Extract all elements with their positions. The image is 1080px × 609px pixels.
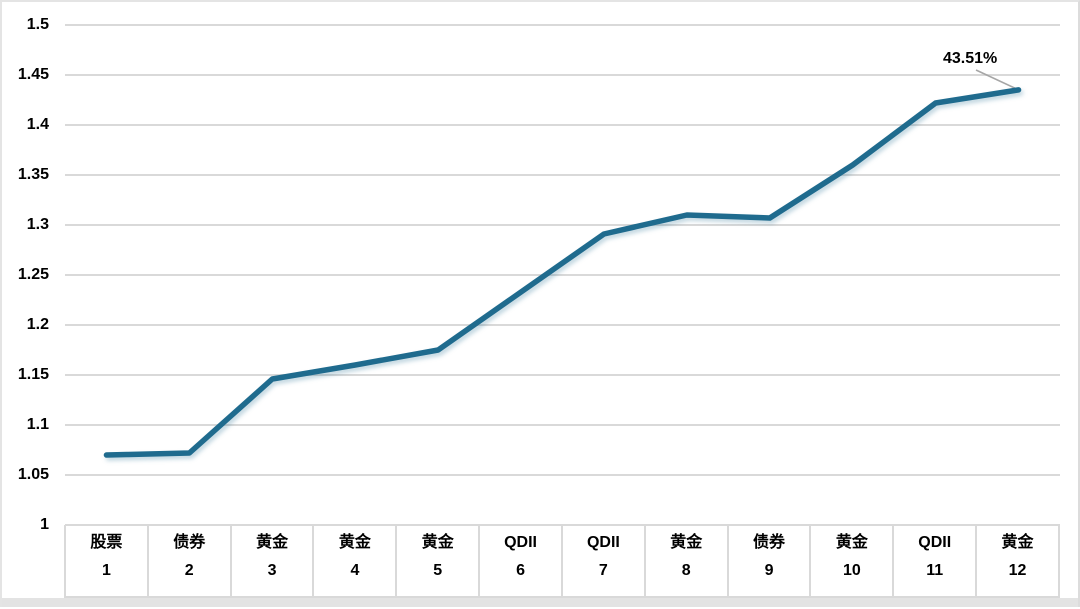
data-label-annotation: 43.51% bbox=[943, 50, 998, 67]
category-number-label: 12 bbox=[1008, 562, 1027, 579]
y-axis-tick-label: 1.2 bbox=[26, 316, 49, 333]
category-cell: 债券 2 bbox=[146, 525, 230, 596]
category-number-label: 2 bbox=[184, 562, 194, 579]
category-type-label: 黄金 bbox=[1001, 534, 1034, 551]
category-cell: 黄金 4 bbox=[312, 525, 395, 596]
y-axis-tick-label: 1.25 bbox=[17, 266, 49, 283]
category-type-label: QDII bbox=[504, 534, 537, 551]
category-type-label: 债券 bbox=[173, 534, 206, 551]
category-cell: 债券 9 bbox=[726, 525, 810, 596]
y-axis-tick-label: 1.45 bbox=[17, 66, 49, 83]
series-line bbox=[103, 87, 1022, 458]
annotation-leader-line bbox=[975, 69, 1019, 91]
category-type-label: 股票 bbox=[90, 534, 123, 551]
category-number-label: 1 bbox=[101, 562, 111, 579]
category-cell: 黄金 3 bbox=[229, 525, 313, 596]
x-axis-category-table: 股票 1 债券 2 黄金 3 黄金 4 黄金 5 QDII 6 QDII 7 黄金 8 债券 9 黄金 10 QDII 1… bbox=[64, 525, 1060, 598]
y-axis-tick-label: 1.05 bbox=[17, 466, 49, 483]
y-axis-tick-label: 1.1 bbox=[26, 416, 49, 433]
category-number-label: 9 bbox=[764, 562, 774, 579]
bottom-edge bbox=[2, 598, 1078, 607]
category-type-label: 黄金 bbox=[670, 534, 703, 551]
category-type-label: 黄金 bbox=[835, 534, 868, 551]
category-number-label: 5 bbox=[433, 562, 443, 579]
category-type-label: 黄金 bbox=[421, 534, 454, 551]
category-type-label: 黄金 bbox=[338, 534, 371, 551]
y-axis-tick-label: 1.3 bbox=[26, 216, 49, 233]
category-cell: 黄金 10 bbox=[809, 525, 892, 596]
category-number-label: 11 bbox=[926, 562, 944, 579]
category-type-label: QDII bbox=[918, 534, 952, 551]
category-cell: 黄金 12 bbox=[975, 525, 1058, 596]
category-number-label: 6 bbox=[516, 562, 525, 579]
category-number-label: 10 bbox=[842, 562, 861, 579]
category-number-label: 8 bbox=[681, 562, 691, 579]
y-axis-tick-label: 1.4 bbox=[26, 116, 49, 133]
category-number-label: 4 bbox=[350, 562, 360, 579]
category-cell: QDII 6 bbox=[478, 525, 561, 596]
y-axis-tick-label: 1 bbox=[40, 516, 49, 533]
category-cell: QDII 7 bbox=[560, 525, 644, 596]
category-type-label: 债券 bbox=[753, 534, 786, 551]
y-axis-tick-label: 1.5 bbox=[26, 16, 49, 33]
category-type-label: 黄金 bbox=[256, 534, 289, 551]
category-cell: QDII 11 bbox=[892, 525, 975, 596]
category-cell: 黄金 5 bbox=[395, 525, 478, 596]
category-number-label: 7 bbox=[598, 562, 608, 579]
category-type-label: QDII bbox=[586, 534, 620, 551]
y-axis-tick-label: 1.35 bbox=[17, 166, 49, 183]
category-cell: 股票 1 bbox=[66, 525, 147, 596]
category-number-label: 3 bbox=[267, 562, 277, 579]
y-axis-tick-label: 1.15 bbox=[17, 366, 49, 383]
category-cell: 黄金 8 bbox=[643, 525, 727, 596]
